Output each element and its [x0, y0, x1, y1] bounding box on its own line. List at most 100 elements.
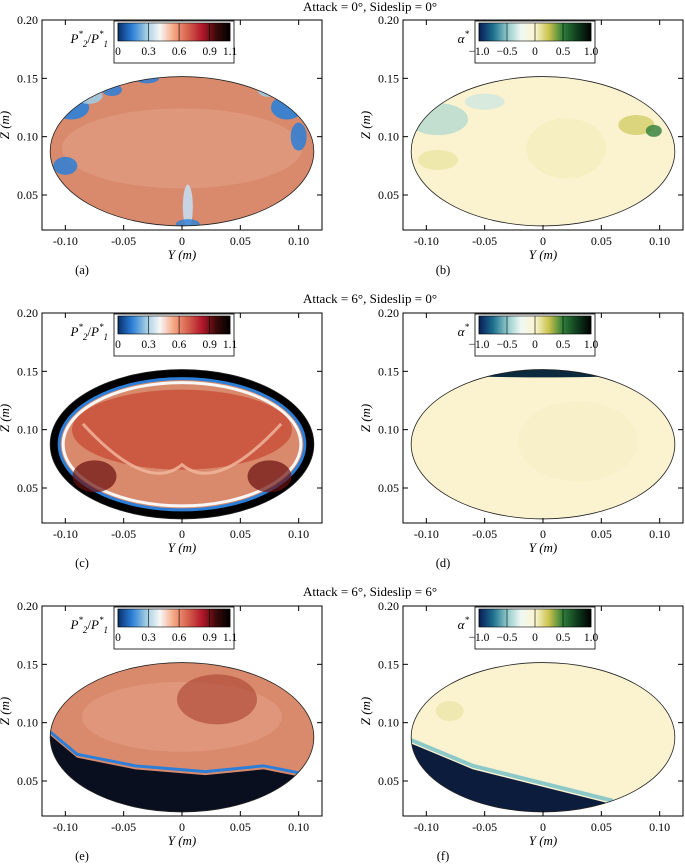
- green-region: [618, 115, 655, 135]
- y-axis-label: Z (m): [358, 697, 373, 726]
- colorbar-tick-label: 0.6: [172, 46, 187, 58]
- x-tick-label: -0.05: [472, 234, 497, 248]
- y-tick-label: 0.15: [378, 657, 399, 671]
- dark-green: [645, 124, 662, 137]
- dark-region: [411, 740, 613, 812]
- y-tick-label: 0.05: [378, 188, 399, 202]
- edge-line: [50, 723, 314, 779]
- y-axis-label: Z (m): [358, 404, 373, 433]
- colorbar-a: 0 0.3 0.6 0.9 1.1 P*2/P*1: [69, 20, 238, 64]
- edge-line: [411, 734, 614, 803]
- colorbar-title: P*2/P*1: [69, 29, 108, 49]
- colorbar-title: P*2/P*1: [69, 615, 108, 635]
- y-tick-label: 0.10: [378, 716, 399, 730]
- x-tick-label: 0: [179, 820, 185, 834]
- colorbar-f: −1.0 −0.5 0 0.5 1.0 α*: [458, 606, 599, 650]
- streak-base: [175, 219, 200, 226]
- x-axis-label: Y (m): [529, 833, 558, 848]
- colorbar-title: α*: [458, 322, 470, 339]
- colorbar-tick-label: 1.0: [584, 632, 599, 644]
- x-tick-label: 0.05: [230, 527, 251, 541]
- y-tick-label: 0.20: [17, 306, 38, 320]
- x-tick-label: -0.10: [414, 527, 439, 541]
- colorbar-tick-label: −1.0: [469, 339, 490, 351]
- y-tick-label: 0.10: [17, 130, 38, 144]
- colorbar-title: α*: [458, 615, 470, 632]
- x-axis-label: Y (m): [168, 247, 197, 262]
- x-tick-label: 0.10: [288, 527, 309, 541]
- y-axis-label: Z (m): [0, 697, 12, 726]
- colorbar-tick-label: 0.5: [556, 46, 571, 58]
- x-tick-label: 0.05: [591, 820, 612, 834]
- y-axis-label: Z (m): [0, 404, 12, 433]
- x-tick-label: -0.10: [53, 527, 78, 541]
- x-tick-label: 0.05: [230, 820, 251, 834]
- y-tick-label: 0.15: [378, 364, 399, 378]
- colorbar-tick-label: 1.1: [223, 46, 238, 58]
- y-tick-label: 0.05: [378, 481, 399, 495]
- x-tick-label: 0: [179, 234, 185, 248]
- colorbar-tick-label: 0: [115, 339, 121, 351]
- red-core: [72, 389, 292, 470]
- y-tick-label: 0.15: [17, 71, 38, 85]
- y-tick-label: 0.05: [17, 774, 38, 788]
- colorbar-tick-label: 1.0: [584, 339, 599, 351]
- x-tick-label: 0.05: [591, 527, 612, 541]
- contour-field-a: [50, 76, 314, 226]
- colorbar-tick-label: −0.5: [497, 46, 518, 58]
- row-title-3: Attack = 6°, Sideslip = 6°: [303, 584, 437, 599]
- x-tick-label: -0.05: [111, 820, 136, 834]
- panel-b: -0.10 -0.05 0 0.05 0.10 0.05 0.10 0.15 0.20 Y (m)…: [358, 13, 684, 277]
- x-tick-label: 0: [540, 234, 546, 248]
- yellow-region: [418, 150, 458, 170]
- blue-spot: [257, 83, 282, 97]
- blue-spot: [74, 87, 103, 104]
- panel-d: -0.10 -0.05 0 0.05 0.10 0.05 0.10 0.15 0.20 Y (m)…: [358, 306, 684, 570]
- row-title-1: Attack = 0°, Sideslip = 0°: [303, 0, 437, 14]
- dark-lobe: [72, 460, 117, 493]
- colorbar-tick-label: 1.0: [584, 46, 599, 58]
- blue-spot: [53, 95, 90, 120]
- dark-lobe: [247, 460, 292, 493]
- colorbar-tick-label: 0.9: [202, 632, 217, 644]
- panel-label: (e): [75, 849, 89, 863]
- colorbar-b: −1.0 −0.5 0 0.5 1.0 α*: [458, 20, 599, 64]
- y-tick-label: 0.20: [378, 306, 399, 320]
- y-tick-label: 0.05: [378, 774, 399, 788]
- colorbar-tick-label: 0.6: [172, 632, 187, 644]
- y-tick-label: 0.10: [17, 716, 38, 730]
- blue-spot: [290, 122, 307, 151]
- panel-label: (a): [75, 263, 89, 277]
- x-tick-label: 0.10: [649, 527, 670, 541]
- x-tick-label: 0.10: [649, 234, 670, 248]
- panel-e: -0.10 -0.05 0 0.05 0.10 0.05 0.10 0.15 0.20 Y (m)…: [0, 599, 323, 863]
- y-tick-label: 0.10: [378, 130, 399, 144]
- x-tick-label: 0: [540, 527, 546, 541]
- colorbar-title: P*2/P*1: [69, 322, 108, 342]
- x-tick-label: -0.05: [472, 527, 497, 541]
- y-tick-label: 0.15: [17, 364, 38, 378]
- x-tick-label: 0.05: [230, 234, 251, 248]
- panel-label: (c): [75, 556, 89, 570]
- colorbar-tick-label: 0: [532, 632, 538, 644]
- blue-region: [411, 103, 468, 136]
- blue-spot: [53, 156, 78, 175]
- colorbar-tick-label: −1.0: [469, 46, 490, 58]
- x-tick-label: -0.05: [111, 234, 136, 248]
- yellow-region: [435, 701, 464, 721]
- panels: -0.10 -0.05 0 0.05 0.10 0.05 0.10 0.15 0.20 Y (m)…: [0, 13, 684, 863]
- colorbar-tick-label: 0.6: [172, 339, 187, 351]
- y-tick-label: 0.20: [378, 13, 399, 27]
- x-tick-label: -0.05: [111, 527, 136, 541]
- y-tick-label: 0.15: [17, 657, 38, 671]
- colorbar-tick-label: 1.1: [223, 632, 238, 644]
- colorbar-title: α*: [458, 29, 470, 46]
- top-band: [411, 369, 675, 378]
- x-tick-label: 0: [179, 527, 185, 541]
- colorbar-c: 0 0.3 0.6 0.9 1.1 P*2/P*1: [69, 313, 238, 357]
- dark-center: [177, 674, 257, 725]
- colorbar-tick-label: 0.5: [556, 632, 571, 644]
- colorbar-tick-label: 1.1: [223, 339, 238, 351]
- y-tick-label: 0.10: [378, 423, 399, 437]
- shear-band: [81, 422, 283, 475]
